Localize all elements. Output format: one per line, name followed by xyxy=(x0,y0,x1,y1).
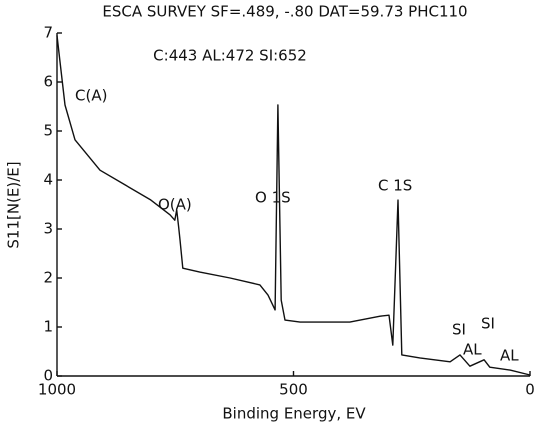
x-tick-label: 1000 xyxy=(38,381,76,399)
y-tick-label: 3 xyxy=(43,220,53,238)
y-tick-label: 1 xyxy=(43,318,53,336)
annotation: SI xyxy=(452,321,466,339)
annotation: C 1S xyxy=(378,177,412,195)
annotation: O 1S xyxy=(255,189,291,207)
annotation: C(A) xyxy=(75,87,107,105)
chart-title: ESCA SURVEY SF=.489, -.80 DAT=59.73 PHC1… xyxy=(102,3,467,21)
y-tick-label: 7 xyxy=(43,24,53,42)
y-tick-label: 2 xyxy=(43,269,53,287)
spectrum-line xyxy=(56,35,531,376)
annotation: AL xyxy=(463,341,482,359)
y-axis-label: S11[N(E)/E] xyxy=(5,161,23,248)
annotation: SI xyxy=(481,315,495,333)
chart-subtitle: C:443 AL:472 SI:652 xyxy=(153,47,307,65)
annotation: AL xyxy=(500,347,519,365)
annotation: O(A) xyxy=(158,196,192,214)
y-tick-label: 6 xyxy=(43,73,53,91)
x-axis-label: Binding Energy, EV xyxy=(222,405,366,423)
x-tick-label: 0 xyxy=(525,381,535,399)
x-tick-label: 500 xyxy=(279,381,308,399)
y-tick-label: 0 xyxy=(43,367,53,385)
y-tick-label: 5 xyxy=(43,122,53,140)
y-tick-label: 4 xyxy=(43,171,53,189)
